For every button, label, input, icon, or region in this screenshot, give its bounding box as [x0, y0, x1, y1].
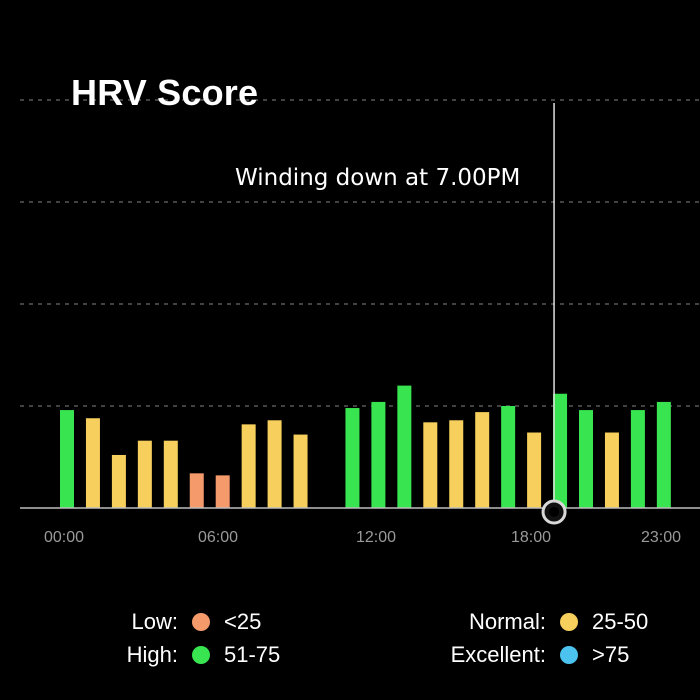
bar-hour-16	[475, 412, 490, 508]
bar-hour-20	[579, 410, 593, 508]
bar-hour-4	[163, 440, 178, 508]
legend-range-low: <25	[224, 609, 262, 634]
legend-label-normal: Normal:	[468, 609, 546, 634]
legend-range-excellent: >75	[592, 642, 630, 667]
chart-title: HRV Score	[71, 72, 259, 113]
bar-hour-17	[501, 406, 516, 508]
marker-knob-center	[549, 507, 560, 517]
bar-hour-6	[215, 475, 230, 508]
legend-label-low: Low:	[131, 609, 178, 634]
bar-hour-5	[189, 473, 204, 508]
legend-item-excellent: Excellent: >75	[440, 641, 630, 669]
bar-hour-8	[267, 420, 282, 508]
bar-hour-15	[449, 420, 464, 508]
legend-item-low: Low: <25	[120, 608, 262, 636]
bar-hour-14	[423, 422, 438, 508]
legend-item-normal: Normal: 25-50	[440, 608, 648, 636]
x-tick-label-0: 00:00	[44, 529, 84, 546]
bar-hour-2	[111, 454, 126, 508]
bar-hour-23	[656, 401, 671, 508]
x-tick-label-1: 06:00	[198, 529, 238, 546]
bar-hour-12	[371, 401, 386, 508]
bar-hour-7	[241, 424, 256, 508]
x-tick-label-3: 18:00	[511, 529, 551, 546]
legend-range-high: 51-75	[224, 642, 281, 667]
legend-dot-normal	[560, 613, 578, 631]
bar-hour-13	[397, 385, 412, 508]
bar-hour-0	[60, 410, 74, 508]
legend-dot-high	[192, 646, 210, 664]
bar-hour-18	[527, 432, 542, 508]
bar-hour-19	[553, 393, 568, 508]
bar-hour-3	[137, 440, 152, 508]
x-tick-label-4: 23:00	[641, 529, 681, 546]
marker-annotation: Winding down at 7.00PM	[235, 165, 521, 191]
legend-range-normal: 25-50	[592, 609, 649, 634]
bar-hour-1	[85, 418, 100, 508]
bar-hour-21	[604, 432, 619, 508]
legend-label-high: High:	[126, 642, 178, 667]
bar-hour-9	[293, 434, 308, 508]
x-tick-label-2: 12:00	[356, 529, 396, 546]
legend-label-excellent: Excellent:	[450, 642, 546, 667]
legend-item-high: High: 51-75	[120, 641, 281, 669]
legend-dot-excellent	[560, 646, 578, 664]
bar-hour-22	[630, 410, 645, 508]
bar-hour-11	[345, 408, 360, 508]
legend-dot-low	[192, 613, 210, 631]
